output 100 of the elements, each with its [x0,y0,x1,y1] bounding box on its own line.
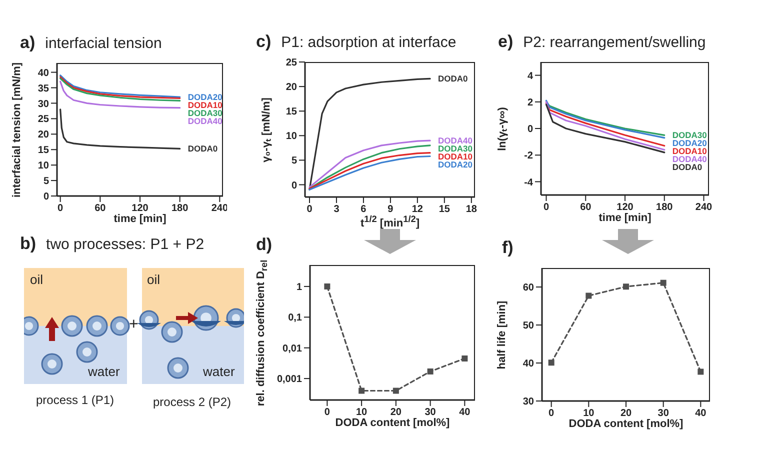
point [324,283,330,290]
y-axis-title: interfacial tension [mN/m] [11,62,23,198]
x-tick-label: 3 [334,204,340,216]
series-label: DODA30 [672,130,708,140]
x-axis-title: time [min] [598,212,652,224]
chart-title: e) P2: rearrangement/swelling [498,32,706,51]
y-tick-label: 40 [522,358,534,370]
y-tick-label: 10 [38,160,50,172]
point [462,355,468,362]
chart-title: f) [502,238,514,257]
x-tick-label: 180 [656,202,674,214]
series-label: DODA0 [438,74,468,84]
line-series [308,78,431,190]
x-tick-label: 10 [356,407,368,418]
x-tick-label: 180 [171,203,189,214]
x-tick-label: 0 [58,203,64,214]
x-axis-title: DODA content [mol%] [568,418,684,430]
point [698,368,704,375]
x-tick-label: 6 [360,204,367,216]
chart-title: c) P1: adsorption at interface [256,32,456,51]
series-label: DODA20 [438,160,473,170]
y-axis-title: ln(γₜ-γ∞) [496,106,508,150]
series-label: DODA30 [188,108,223,118]
y-tick-label: 0,001 [276,374,302,386]
series-label: DODA40 [188,116,223,126]
y-tick-label: -2 [524,150,534,162]
series-label: DODA10 [672,146,708,156]
series-label: DODA0 [672,162,702,172]
y-tick-label: 20 [38,130,50,141]
y-tick-label: 0 [527,124,534,136]
x-tick-label: 20 [390,407,402,418]
y-tick-label: 25 [286,58,298,69]
x-axis-title: time [min] [112,213,168,225]
x-tick-label: 30 [658,408,670,420]
point [623,284,629,290]
text: + [129,316,138,334]
series-label: DODA40 [672,154,708,164]
y-tick-label: 0 [291,180,298,192]
series-label: DODA20 [188,92,223,102]
y-tick-label: 30 [522,396,534,408]
x-tick-label: 0 [306,204,313,216]
x-tick-label: 20 [620,408,632,420]
text: b) two processes: P1 + P2 [20,234,204,253]
y-tick-label: 4 [527,70,534,82]
line-series [60,108,181,150]
x-tick-label: 15 [438,204,450,216]
x-tick-label: 60 [580,202,592,214]
point [358,388,365,394]
x-tick-label: 120 [616,202,634,214]
y-tick-label: 20 [286,82,298,94]
series-label: DODA0 [188,144,218,154]
y-tick-label: 0 [43,192,50,203]
y-tick-label: 15 [286,106,298,118]
y-tick-label: 10 [286,131,298,142]
y-axis-title: half life [min] [496,300,508,369]
y-tick-label: 1 [296,282,302,294]
x-tick-label: 18 [466,204,478,216]
series-label: DODA20 [672,138,708,148]
point [548,360,554,366]
series-label: DODA40 [438,136,473,146]
x-tick-label: 30 [424,407,436,418]
x-tick-label: 60 [94,203,106,214]
point [392,388,399,394]
text: water [88,364,120,379]
x-tick-label: 9 [388,204,394,216]
series-label: DODA30 [438,144,473,154]
x-axis-title: t$^{1/2}$ [min$^{1/2}$] [359,214,421,230]
x-axis-title: DODA content [mol%] [334,417,451,429]
y-tick-label: 0,1 [288,312,302,324]
point [427,368,434,374]
y-tick-label: 25 [38,114,50,126]
text: oil [30,272,44,287]
y-axis-title: γ₀-γₜ [mN/m] [260,97,272,162]
text: oil [147,272,160,287]
y-tick-label: 50 [522,320,534,332]
text: process 1 (P1) [36,393,114,407]
x-tick-label: 240 [695,202,713,214]
x-tick-label: 12 [412,204,424,216]
point [586,292,592,299]
x-tick-label: 10 [583,408,595,420]
x-tick-label: 40 [459,407,471,418]
point [660,280,666,286]
y-tick-label: 60 [522,282,534,294]
text: water [203,364,235,379]
y-tick-label: -4 [524,177,534,188]
y-tick-label: 15 [38,145,50,156]
series-label: DODA10 [438,152,473,162]
x-tick-label: 0 [324,407,330,418]
y-tick-label: 0,01 [282,343,302,354]
x-tick-label: 0 [543,202,550,214]
x-tick-label: 0 [548,408,555,420]
line-series [60,80,181,109]
y-tick-label: 30 [38,98,50,110]
x-tick-label: 120 [132,203,149,214]
y-tick-label: 35 [38,83,50,94]
series-label: DODA10 [188,100,223,110]
chart-title: a) interfacial tension [20,33,162,52]
y-tick-label: 2 [527,97,534,108]
chart-title: d) [256,235,272,254]
y-tick-label: 5 [43,176,50,188]
